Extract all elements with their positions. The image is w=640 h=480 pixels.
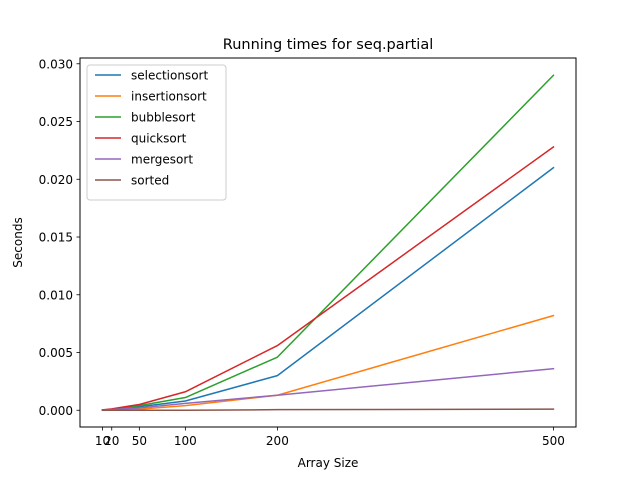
x-axis-label: Array Size (298, 456, 359, 470)
legend-label-selectionsort: selectionsort (131, 69, 208, 83)
legend-label-mergesort: mergesort (131, 153, 193, 167)
x-tick-label: 100 (174, 434, 197, 448)
legend: selectionsort insertionsort bubblesort quic… (86, 64, 227, 201)
y-axis: 0.000 0.005 0.010 0.015 0.020 0.025 0.030 (39, 57, 80, 418)
y-tick-label: 0.030 (39, 57, 73, 71)
x-tick-label: 50 (132, 434, 147, 448)
y-tick-label: 0.015 (39, 231, 73, 245)
x-tick-label: 20 (104, 434, 119, 448)
x-tick-label: 500 (542, 434, 565, 448)
chart-title: Running times for seq.partial (223, 37, 433, 53)
series-line-sorted (101, 408, 555, 411)
legend-label-bubblesort: bubblesort (131, 111, 196, 125)
y-axis-label: Seconds (11, 217, 25, 267)
y-tick-label: 0.010 (39, 288, 73, 302)
legend-label-insertionsort: insertionsort (131, 90, 207, 104)
y-tick-label: 0.020 (39, 173, 73, 187)
series-layer (101, 74, 555, 411)
y-tick-label: 0.025 (39, 115, 73, 129)
plot-frame (79, 57, 577, 428)
legend-label-sorted: sorted (131, 174, 169, 188)
x-tick-label: 200 (266, 434, 289, 448)
legend-box (86, 64, 227, 201)
y-tick-label: 0.000 (39, 404, 73, 418)
y-tick-label: 0.005 (39, 346, 73, 360)
legend-label-quicksort: quicksort (131, 132, 187, 146)
x-tick-label: 10 (95, 434, 110, 448)
